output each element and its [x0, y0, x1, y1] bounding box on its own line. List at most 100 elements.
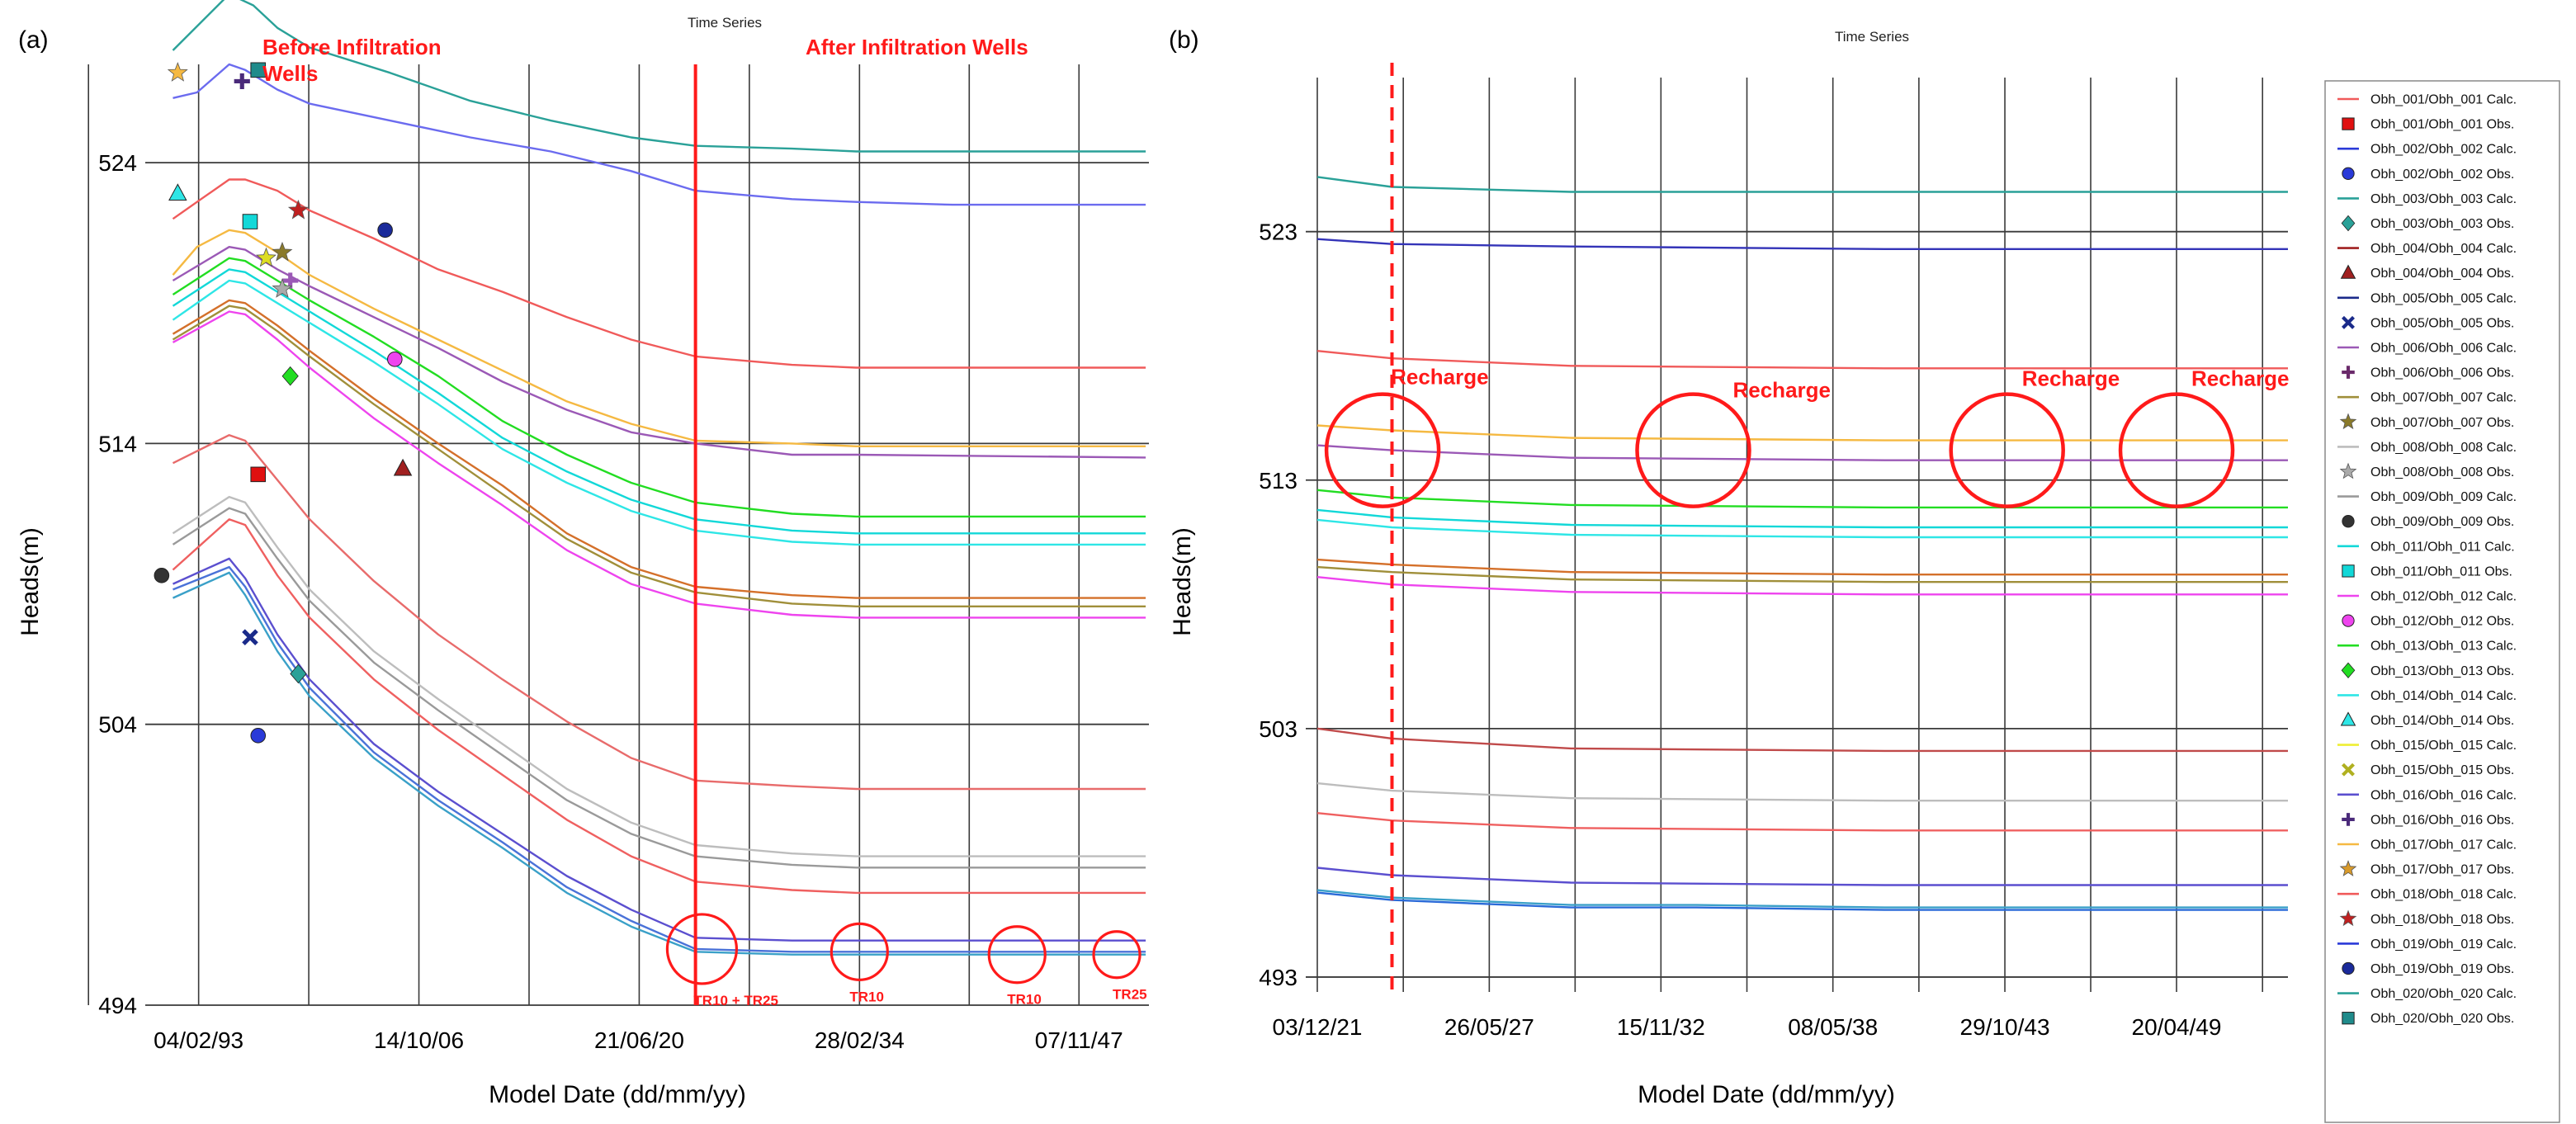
tr-label-3: TR25: [1113, 987, 1147, 1003]
legend-item-12: Obh_007/Obh_007 Calc.: [2337, 391, 2517, 405]
legend-item-33: Obh_018/Obh_018 Obs.: [2339, 909, 2514, 927]
a-series-line-0: [172, 0, 1146, 153]
b-xtick-label-0: 03/12/21: [1273, 1014, 1363, 1040]
legend-label-5: Obh_003/Obh_003 Obs.: [2370, 217, 2514, 231]
legend-label-12: Obh_007/Obh_007 Calc.: [2370, 391, 2517, 405]
legend-item-37: Obh_020/Obh_020 Obs.: [2342, 1012, 2514, 1026]
legend-item-17: Obh_009/Obh_009 Obs.: [2342, 515, 2514, 529]
tr-label-2: TR10: [1007, 992, 1042, 1008]
panel-a-xlabel: Model Date (dd/mm/yy): [489, 1081, 746, 1108]
legend-swatch-29: [2342, 813, 2355, 826]
legend-item-10: Obh_006/Obh_006 Calc.: [2337, 342, 2517, 356]
panel-b-title: Time Series: [1835, 29, 1909, 45]
legend-label-35: Obh_019/Obh_019 Obs.: [2370, 962, 2514, 976]
a-xtick-label-1: 14/10/06: [374, 1027, 464, 1053]
a-series-line-4: [172, 246, 1146, 459]
a-ytick-label-2: 514: [98, 431, 137, 456]
legend-label-30: Obh_017/Obh_017 Calc.: [2370, 838, 2517, 852]
a-xtick-label-3: 28/02/34: [815, 1027, 905, 1053]
legend-item-16: Obh_009/Obh_009 Calc.: [2337, 490, 2517, 504]
b-ytick-label-1: 503: [1259, 716, 1297, 742]
a-series-line-9: [172, 305, 1146, 607]
a-series-line-12: [172, 495, 1146, 857]
legend-item-22: Obh_013/Obh_013 Calc.: [2337, 640, 2517, 654]
legend-swatch-19: [2342, 564, 2355, 578]
recharge-label-2: Recharge: [2022, 366, 2120, 391]
legend-items: Obh_001/Obh_001 Calc. Obh_001/Obh_001 Obs…: [2337, 93, 2517, 1026]
legend-item-15: Obh_008/Obh_008 Obs.: [2339, 462, 2514, 479]
a-series-line-17: [173, 571, 1146, 956]
a-obs-point-12: [281, 366, 299, 386]
legend-label-31: Obh_017/Obh_017 Obs.: [2370, 863, 2514, 877]
panel-a-label: (a): [18, 26, 49, 54]
b-series-line-3: [1316, 424, 2288, 442]
legend-swatch-11: [2342, 366, 2355, 379]
legend-swatch-35: [2342, 961, 2355, 975]
legend-frame: [2324, 80, 2560, 1123]
legend-label-27: Obh_015/Obh_015 Obs.: [2370, 763, 2514, 777]
legend-label-37: Obh_020/Obh_020 Obs.: [2370, 1012, 2514, 1026]
legend-label-14: Obh_008/Obh_008 Calc.: [2370, 441, 2517, 455]
legend-label-2: Obh_002/Obh_002 Calc.: [2370, 143, 2517, 157]
legend-item-30: Obh_017/Obh_017 Calc.: [2337, 838, 2517, 852]
b-series-line-8: [1316, 558, 2288, 576]
legend-label-18: Obh_011/Obh_011 Calc.: [2370, 540, 2515, 554]
tr-label-1: TR10: [849, 989, 884, 1004]
b-ytick-label-2: 513: [1259, 468, 1297, 494]
a-obs-point-15: [154, 568, 170, 583]
b-series-line-2: [1316, 350, 2288, 370]
legend-label-6: Obh_004/Obh_004 Calc.: [2370, 242, 2517, 256]
a-series-line-3: [172, 229, 1146, 447]
legend-label-3: Obh_002/Obh_002 Obs.: [2370, 168, 2514, 182]
legend-item-13: Obh_007/Obh_007 Obs.: [2339, 413, 2514, 430]
a-obs-point-6: [377, 222, 393, 238]
legend-label-24: Obh_014/Obh_014 Calc.: [2370, 689, 2517, 703]
legend-item-24: Obh_014/Obh_014 Calc.: [2337, 689, 2517, 703]
b-series-line-4: [1316, 444, 2288, 461]
legend-item-11: Obh_006/Obh_006 Obs.: [2342, 366, 2514, 380]
legend-item-27: Obh_015/Obh_015 Obs.: [2342, 763, 2514, 777]
tr-circle-3: [1092, 930, 1141, 980]
legend-label-16: Obh_009/Obh_009 Calc.: [2370, 490, 2517, 504]
panel-a-observations: [154, 62, 413, 744]
legend-label-22: Obh_013/Obh_013 Calc.: [2370, 640, 2517, 654]
legend-item-9: Obh_005/Obh_005 Obs.: [2342, 315, 2514, 330]
legend-item-4: Obh_003/Obh_003 Calc.: [2337, 192, 2517, 206]
legend-label-7: Obh_004/Obh_004 Obs.: [2370, 267, 2514, 281]
a-obs-point-11: [387, 352, 403, 367]
legend-item-1: Obh_001/Obh_001 Obs.: [2342, 117, 2514, 132]
legend-swatch-31: [2339, 860, 2357, 876]
legend-item-20: Obh_012/Obh_012 Calc.: [2337, 590, 2517, 604]
a-series-line-13: [172, 507, 1146, 869]
legend-swatch-5: [2341, 215, 2356, 232]
recharge-label-3: Recharge: [2191, 366, 2290, 391]
b-series-line-12: [1316, 782, 2288, 802]
panel-b-grid: [1306, 78, 2288, 992]
legend-label-8: Obh_005/Obh_005 Calc.: [2370, 291, 2517, 305]
a-series-line-15: [173, 557, 1146, 942]
b-series-line-14: [1316, 867, 2288, 886]
legend-item-7: Obh_004/Obh_004 Obs.: [2340, 264, 2514, 281]
a-series-line-1: [173, 63, 1146, 206]
legend-swatch-3: [2342, 167, 2355, 180]
a-obs-point-17: [290, 664, 307, 684]
a-obs-point-1: [250, 62, 267, 78]
legend-label-36: Obh_020/Obh_020 Calc.: [2370, 987, 2517, 1001]
legend-swatch-13: [2339, 413, 2357, 430]
b-xtick-label-3: 08/05/38: [1788, 1014, 1878, 1040]
panel-b-xlabel: Model Date (dd/mm/yy): [1638, 1081, 1895, 1108]
b-series-line-9: [1316, 565, 2288, 583]
panel-a-ylabel: Heads(m): [17, 527, 44, 636]
a-obs-point-13: [393, 458, 413, 476]
legend-swatch-27: [2342, 763, 2355, 777]
legend-label-33: Obh_018/Obh_018 Obs.: [2370, 913, 2514, 927]
legend-swatch-1: [2342, 117, 2355, 130]
b-series-line-7: [1316, 518, 2288, 539]
a-ytick-label-3: 524: [98, 150, 137, 176]
panel-b-axes: 03/12/21 26/05/27 15/11/32 08/05/38 29/10/43…: [1259, 220, 2221, 1040]
legend-label-11: Obh_006/Obh_006 Obs.: [2370, 366, 2514, 380]
legend-label-4: Obh_003/Obh_003 Calc.: [2370, 192, 2517, 206]
legend-label-26: Obh_015/Obh_015 Calc.: [2370, 739, 2517, 753]
a-series-line-8: [172, 299, 1146, 599]
